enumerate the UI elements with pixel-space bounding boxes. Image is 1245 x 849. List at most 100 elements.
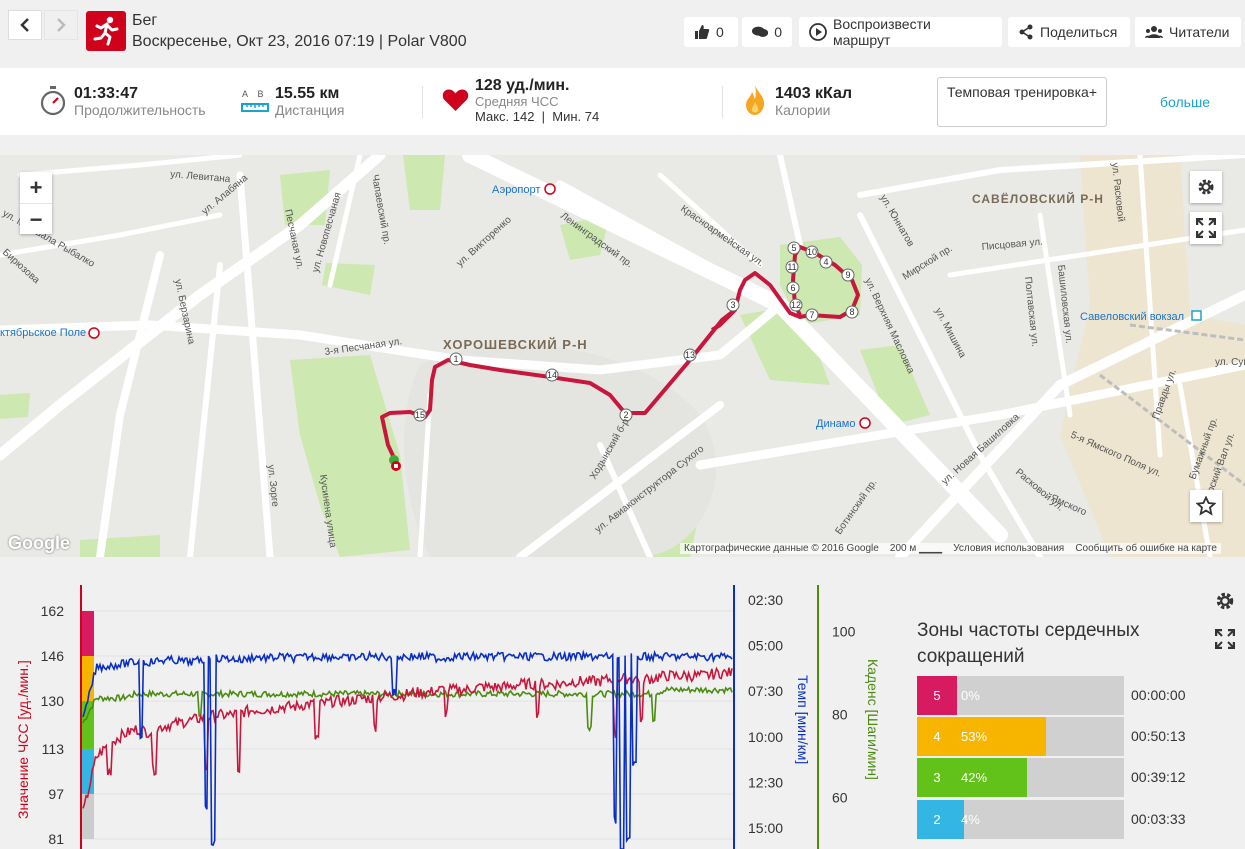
svg-text:13: 13 xyxy=(685,350,695,360)
hr-zone-row: 4 53% xyxy=(917,717,1124,756)
svg-text:14: 14 xyxy=(547,370,557,380)
chart-settings-button[interactable] xyxy=(1209,585,1241,617)
session-meta: Воскресенье, Окт 23, 2016 07:19 | Polar … xyxy=(132,33,467,50)
comment-icon xyxy=(752,26,769,37)
analysis-panel: 162 146 130 113 97 81 02:30 05:00 07:30 10:00 12:3… xyxy=(0,575,1245,849)
gear-icon xyxy=(1216,592,1234,610)
fullscreen-icon xyxy=(1196,218,1216,238)
followers-label: Читатели xyxy=(1169,24,1230,40)
metro-markers xyxy=(88,183,1202,429)
map-label: Аэропорт xyxy=(492,184,540,196)
comment-button[interactable]: 0 xyxy=(742,17,792,47)
map-canvas[interactable]: 1 2 3 4 5 6 7 8 9 10 11 12 13 14 15 xyxy=(0,155,1245,557)
svg-text:5: 5 xyxy=(791,243,796,253)
distance-ab-text: A B xyxy=(242,89,264,99)
railway xyxy=(1099,323,1245,487)
heart-icon xyxy=(442,89,469,111)
google-logo: Google xyxy=(8,533,70,553)
map-label: ул. Зорге xyxy=(265,464,280,508)
pace-tick-label: 15:00 xyxy=(748,820,783,836)
hr-zone-row: 5 0% xyxy=(917,676,1124,715)
chart-fullscreen-button[interactable] xyxy=(1209,623,1241,655)
people-icon xyxy=(1145,26,1163,38)
zone-band xyxy=(82,656,94,702)
svg-text:1: 1 xyxy=(453,354,458,364)
zone-number: 2 xyxy=(917,800,957,839)
hr-axis-label: Значение ЧСС [уд./мин.] xyxy=(15,660,31,819)
route-markers: 1 2 3 4 5 6 7 8 9 10 11 12 13 14 15 xyxy=(413,241,859,422)
divider xyxy=(422,86,423,118)
chevron-left-icon xyxy=(20,18,29,32)
fullscreen-icon xyxy=(1215,629,1235,649)
pace-tick-label: 07:30 xyxy=(748,683,783,699)
hr-zone-row: 2 4% xyxy=(917,800,1124,839)
training-type-button[interactable]: Темповая тренировка+ xyxy=(937,77,1107,127)
share-label: Поделиться xyxy=(1040,24,1118,40)
route-map[interactable]: 1 2 3 4 5 6 7 8 9 10 11 12 13 14 15 xyxy=(0,155,1245,557)
map-label: Полтавская ул. xyxy=(1022,276,1040,347)
map-label: Писцовая ул. xyxy=(981,237,1043,253)
map-label: Ботинский пр. xyxy=(833,477,879,536)
hr-tick-label: 130 xyxy=(41,693,65,709)
chart-lines xyxy=(82,649,733,849)
svg-text:11: 11 xyxy=(787,262,796,272)
replay-route-button[interactable]: Воспроизвести маршрут xyxy=(799,16,1002,48)
svg-text:15: 15 xyxy=(415,410,425,420)
stopwatch-icon xyxy=(40,86,66,116)
flame-icon xyxy=(746,85,765,115)
svg-text:10: 10 xyxy=(807,247,817,257)
pace-tick-label: 10:00 xyxy=(748,729,783,745)
zone-percent-bar: 0% xyxy=(961,688,980,703)
map-label: ул. Юннатов xyxy=(877,193,916,249)
zone-number: 5 xyxy=(917,676,957,715)
pace-tick-label: 05:00 xyxy=(748,638,783,654)
cadence-axis-label: Каденс [Шаги/мин] xyxy=(865,659,881,780)
map-fullscreen-button[interactable] xyxy=(1190,212,1222,244)
map-attribution[interactable]: Картографические данные © 2016 Google 20… xyxy=(680,543,1221,554)
like-count: 0 xyxy=(716,24,724,40)
duration-value: 01:33:47 xyxy=(74,85,139,102)
pace-line xyxy=(82,649,733,849)
map-label: ул. Сущ xyxy=(1215,357,1245,368)
hr-tick-label: 97 xyxy=(48,786,64,802)
svg-text:12: 12 xyxy=(791,300,801,310)
divider xyxy=(722,86,723,118)
hr-line xyxy=(82,666,733,809)
stadium-area xyxy=(403,344,717,557)
zoom-out-button[interactable]: − xyxy=(29,206,43,232)
distance-value: 15.55 км xyxy=(275,85,340,102)
hr-pace-cadence-chart[interactable]: 162 146 130 113 97 81 02:30 05:00 07:30 10:00 12:3… xyxy=(0,575,900,849)
zoom-controls: + − xyxy=(20,172,52,234)
zone-percent-bar: 4% xyxy=(957,800,980,839)
svg-text:4: 4 xyxy=(823,257,828,267)
map-settings-button[interactable] xyxy=(1190,171,1222,203)
map-label: Динамо xyxy=(816,418,855,430)
map-favorite-button[interactable] xyxy=(1190,490,1222,522)
more-link[interactable]: больше xyxy=(1160,94,1210,110)
hr-min-max: Макс. 142 | Мин. 74 xyxy=(475,109,600,124)
back-button[interactable] xyxy=(8,10,42,40)
pace-axis-label: Темп [мин/км] xyxy=(795,675,811,764)
like-button[interactable]: 0 xyxy=(684,17,738,47)
chart-ticks: 162 146 130 113 97 81 02:30 05:00 07:30 10:00 12:3… xyxy=(41,592,856,847)
chart-axes xyxy=(80,585,819,849)
zone-band xyxy=(82,793,94,839)
share-button[interactable]: Поделиться xyxy=(1008,17,1130,47)
replay-route-label: Воспроизвести маршрут xyxy=(832,16,931,48)
play-icon xyxy=(809,23,827,41)
forward-button[interactable] xyxy=(44,10,78,40)
start-finish-marker xyxy=(389,455,401,471)
svg-text:7: 7 xyxy=(809,310,814,320)
map-label: ул. Викторенко xyxy=(455,214,514,269)
summary-bar: 01:33:47 Продолжительность A B 15.55 км … xyxy=(0,68,1245,135)
svg-text:8: 8 xyxy=(849,307,854,317)
share-icon xyxy=(1019,24,1033,40)
hr-zones-title: Зоны частоты сердечных сокращений xyxy=(917,620,1140,667)
zone-time: 00:50:13 xyxy=(1131,728,1186,744)
gear-icon xyxy=(1198,179,1214,195)
map-label: САВЁЛОВСКИЙ Р-Н xyxy=(972,191,1104,206)
zoom-in-button[interactable]: + xyxy=(20,172,52,204)
followers-button[interactable]: Читатели xyxy=(1135,17,1241,47)
calories-value: 1403 кКал xyxy=(775,85,853,102)
map-label: Савеловский вокзал xyxy=(1080,311,1184,323)
